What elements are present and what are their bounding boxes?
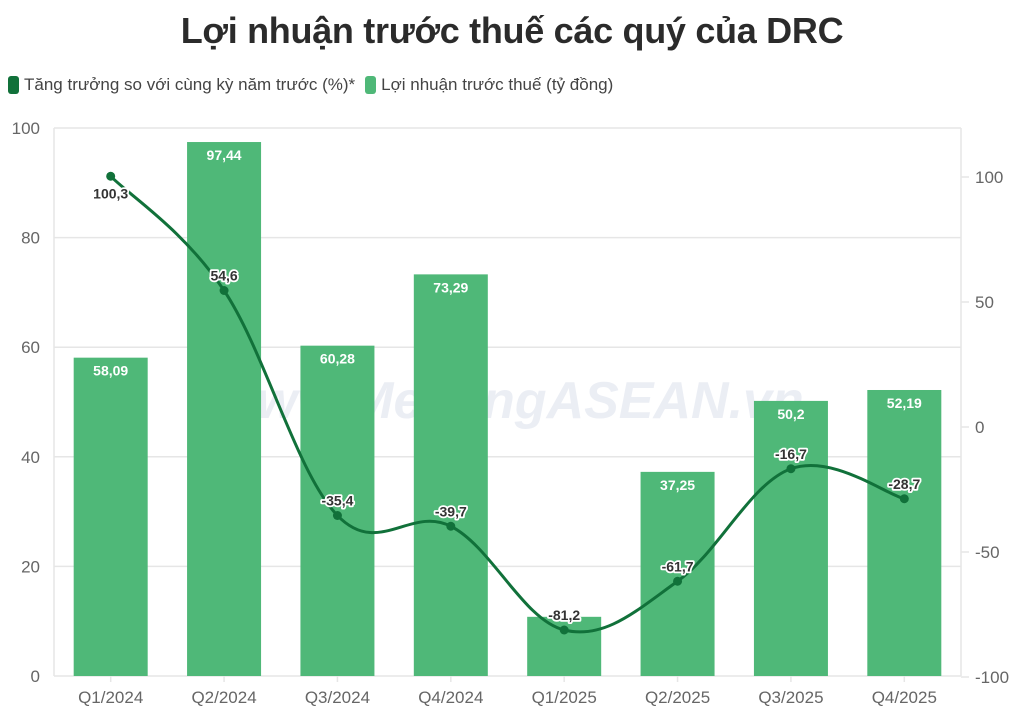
legend-swatch-profit-icon (365, 76, 377, 94)
x-axis-label: Q2/2024 (191, 688, 256, 707)
bar-value-label: 58,09 (93, 363, 128, 379)
legend-item-growth[interactable]: Tăng trưởng so với cùng kỳ năm trước (%)… (8, 75, 355, 95)
right-axis-tick: 100 (975, 168, 1003, 187)
growth-point[interactable] (446, 521, 456, 531)
growth-value-label: -81,2 (548, 607, 580, 623)
x-axis-label: Q4/2025 (872, 688, 937, 707)
growth-point[interactable] (219, 286, 229, 295)
growth-line (109, 175, 905, 634)
x-axis-label: Q1/2025 (532, 688, 597, 707)
growth-point[interactable] (899, 494, 909, 504)
chart-title: Lợi nhuận trước thuế các quý của DRC (180, 10, 844, 51)
growth-value-label: -61,7 (662, 558, 694, 574)
bar-value-label: 60,28 (320, 351, 355, 367)
bar-value-label: 73,29 (433, 279, 468, 295)
legend: Tăng trưởng so với cùng kỳ năm trước (%)… (8, 75, 623, 95)
growth-value-label: -39,7 (435, 503, 467, 519)
growth-point[interactable] (106, 171, 116, 181)
right-axis-tick: -100 (975, 668, 1009, 687)
x-axis-label: Q1/2024 (78, 688, 143, 707)
left-axis-tick: 40 (21, 448, 40, 467)
left-axis-tick: 80 (21, 229, 40, 248)
bar[interactable] (640, 471, 715, 676)
bar[interactable] (753, 400, 828, 676)
growth-value-label: 54,6 (210, 268, 237, 284)
left-axis-tick: 0 (31, 667, 40, 686)
right-axis-tick: -50 (975, 543, 1000, 562)
growth-value-label: -28,7 (888, 476, 920, 492)
bar[interactable] (867, 389, 942, 676)
legend-label-profit: Lợi nhuận trước thuế (tỷ đồng) (381, 75, 614, 94)
bar[interactable] (187, 142, 262, 676)
bar[interactable] (300, 345, 375, 676)
growth-point[interactable] (559, 625, 569, 635)
legend-label-growth: Tăng trưởng so với cùng kỳ năm trước (%)… (24, 75, 356, 94)
growth-point[interactable] (786, 464, 796, 474)
legend-item-profit[interactable]: Lợi nhuận trước thuế (tỷ đồng) (365, 75, 613, 95)
left-axis-tick: 60 (21, 338, 40, 357)
left-axis-tick: 100 (12, 119, 40, 138)
bar-value-label: 97,44 (207, 147, 242, 163)
x-axis-label: Q4/2024 (418, 688, 483, 707)
x-axis-label: Q2/2025 (645, 688, 710, 707)
bar-value-label: 50,2 (777, 406, 804, 422)
growth-value-label: -35,4 (321, 493, 353, 509)
axes: 0 20 40 60 80 100 -100 -50 0 50 100 Q1/2024 Q2/2024 Q… (12, 119, 1009, 707)
legend-swatch-growth-icon (8, 76, 19, 94)
bar[interactable] (73, 357, 148, 676)
right-axis-tick: 50 (975, 293, 994, 312)
growth-value-label: 100,3 (93, 185, 128, 201)
bar-series: 58,09 97,44 60,28 73,29 37,25 50,2 52,19 (73, 142, 942, 676)
bar[interactable] (413, 274, 488, 676)
left-axis-tick: 20 (21, 557, 40, 576)
growth-value-label: -16,7 (775, 446, 807, 462)
x-axis-label: Q3/2024 (305, 688, 370, 707)
bar-value-label: 52,19 (887, 395, 922, 411)
growth-point[interactable] (332, 511, 342, 520)
growth-points: 100,3 54,6 -35,4 -39,7 -81,2 -61,7 -16,7 -28,7 (91, 171, 922, 635)
growth-point[interactable] (673, 576, 683, 586)
bar-value-label: 37,25 (660, 477, 695, 493)
right-axis-tick: 0 (975, 418, 984, 437)
x-axis-label: Q3/2025 (758, 688, 823, 707)
